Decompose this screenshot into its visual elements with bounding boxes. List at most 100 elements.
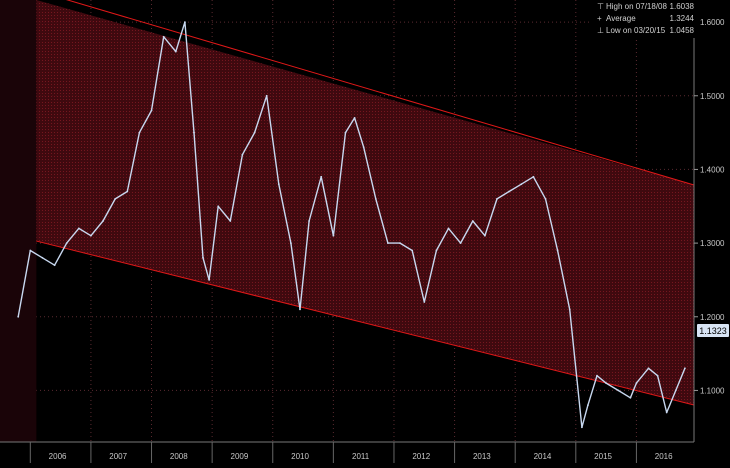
- data-point: [77, 227, 80, 230]
- data-point: [362, 146, 365, 149]
- data-point: [447, 227, 450, 230]
- y-tick-label: 1.1000: [700, 386, 725, 395]
- data-point: [544, 198, 547, 200]
- data-point: [684, 367, 686, 370]
- data-point: [41, 256, 44, 259]
- data-point: [629, 396, 632, 399]
- series-group: [17, 21, 686, 429]
- data-point: [253, 131, 256, 134]
- legend-avg-value: 1.3244: [670, 14, 695, 23]
- data-point: [241, 153, 244, 156]
- data-point: [126, 190, 129, 193]
- data-point: [411, 249, 414, 252]
- data-point: [138, 131, 141, 134]
- data-point: [290, 242, 292, 245]
- y-tick-label: 1.4000: [700, 165, 725, 174]
- x-tick-label: 2012: [412, 452, 430, 461]
- legend-high-label: High on 07/18/08: [606, 2, 667, 11]
- data-point: [387, 242, 389, 245]
- data-point: [90, 234, 92, 237]
- data-point: [374, 198, 377, 200]
- data-point: [423, 301, 426, 303]
- data-point: [320, 175, 323, 178]
- data-point: [568, 308, 571, 311]
- y-tick-label: 1.5000: [700, 92, 725, 101]
- y-tick-label: 1.2000: [700, 313, 725, 322]
- x-tick-label: 2010: [291, 452, 309, 461]
- data-point: [617, 389, 620, 392]
- legend-low-marker: ⊥: [597, 26, 604, 35]
- data-point: [532, 175, 535, 178]
- x-tick-label: 2014: [534, 452, 552, 461]
- data-point: [399, 242, 401, 245]
- legend-high-value: 1.6038: [670, 2, 695, 11]
- data-point: [150, 109, 153, 112]
- data-point: [520, 183, 523, 186]
- data-point: [53, 264, 56, 267]
- data-point: [174, 50, 177, 53]
- data-point: [656, 374, 659, 377]
- legend-low-value: 1.0458: [670, 26, 695, 35]
- x-tick-label: 2009: [231, 452, 249, 461]
- data-point: [674, 389, 677, 392]
- x-axis: 2006 2007 2008 2009 2010 2011 2012 2013 2014 2015…: [0, 441, 694, 463]
- data-point: [102, 220, 104, 222]
- data-point: [217, 205, 220, 208]
- data-point: [17, 315, 20, 318]
- data-point: [581, 426, 583, 429]
- x-tick-label: 2006: [49, 452, 67, 461]
- data-point: [332, 234, 335, 237]
- data-point: [647, 367, 650, 370]
- legend-avg-marker: +: [597, 14, 602, 23]
- data-point: [229, 220, 232, 222]
- data-point: [484, 234, 486, 237]
- last-price-label: 1.1323: [699, 326, 727, 336]
- y-tick-label: 1.3000: [700, 239, 725, 248]
- x-tick-label: 2016: [655, 452, 673, 461]
- data-point: [596, 374, 598, 377]
- data-point: [29, 249, 32, 252]
- data-point: [471, 220, 474, 222]
- data-point: [353, 117, 356, 119]
- data-point: [459, 242, 462, 245]
- legend: ⊤ High on 07/18/08 1.6038 + Average 1.32…: [590, 0, 698, 38]
- pre-channel-shade: [0, 0, 37, 442]
- data-point: [308, 220, 310, 222]
- data-point: [435, 249, 438, 252]
- data-point: [277, 183, 280, 186]
- x-tick-label: 2013: [473, 452, 491, 461]
- x-tick-label: 2008: [170, 452, 188, 461]
- data-point: [265, 94, 268, 97]
- trend-channel: [36, 0, 694, 405]
- y-tick-label: 1.6000: [700, 18, 725, 27]
- legend-low-label: Low on 03/20/15: [606, 26, 666, 35]
- data-point: [605, 382, 607, 384]
- data-point: [162, 35, 165, 38]
- legend-box: [590, 0, 698, 38]
- y-axis: 1.6000 1.5000 1.4000 1.3000 1.2000 1.1000: [693, 0, 725, 442]
- data-point: [193, 131, 195, 134]
- channel-lower-line: [36, 240, 695, 406]
- data-point: [114, 198, 117, 200]
- data-point: [65, 242, 68, 245]
- x-tick-label: 2015: [594, 452, 612, 461]
- data-point: [208, 279, 211, 281]
- channel-upper-line: [65, 0, 695, 186]
- data-point: [556, 249, 559, 252]
- data-point: [508, 190, 510, 193]
- x-tick-label: 2007: [109, 452, 127, 461]
- data-point: [587, 404, 589, 407]
- x-tick-label: 2011: [352, 452, 370, 461]
- data-point: [635, 382, 638, 384]
- legend-avg-label: Average: [606, 14, 636, 23]
- legend-high-marker: ⊤: [597, 2, 604, 11]
- data-point: [344, 131, 347, 134]
- last-price-tag: 1.1323: [697, 324, 729, 337]
- data-point: [184, 21, 186, 23]
- data-point: [299, 308, 301, 311]
- data-point: [202, 256, 204, 259]
- data-point: [496, 198, 498, 200]
- data-point: [665, 411, 668, 414]
